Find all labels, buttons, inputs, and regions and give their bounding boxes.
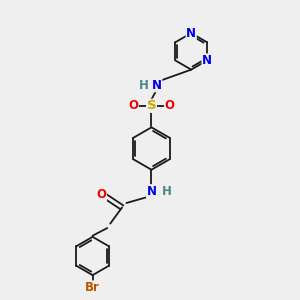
Text: O: O: [96, 188, 106, 201]
Text: N: N: [146, 185, 157, 198]
Text: H: H: [162, 185, 172, 198]
Text: O: O: [165, 99, 175, 112]
Text: N: N: [202, 54, 212, 67]
Text: O: O: [128, 99, 138, 112]
Text: S: S: [147, 99, 156, 112]
Text: Br: Br: [85, 281, 100, 294]
Text: N: N: [186, 27, 196, 40]
Text: H: H: [139, 79, 149, 92]
Text: N: N: [152, 79, 162, 92]
